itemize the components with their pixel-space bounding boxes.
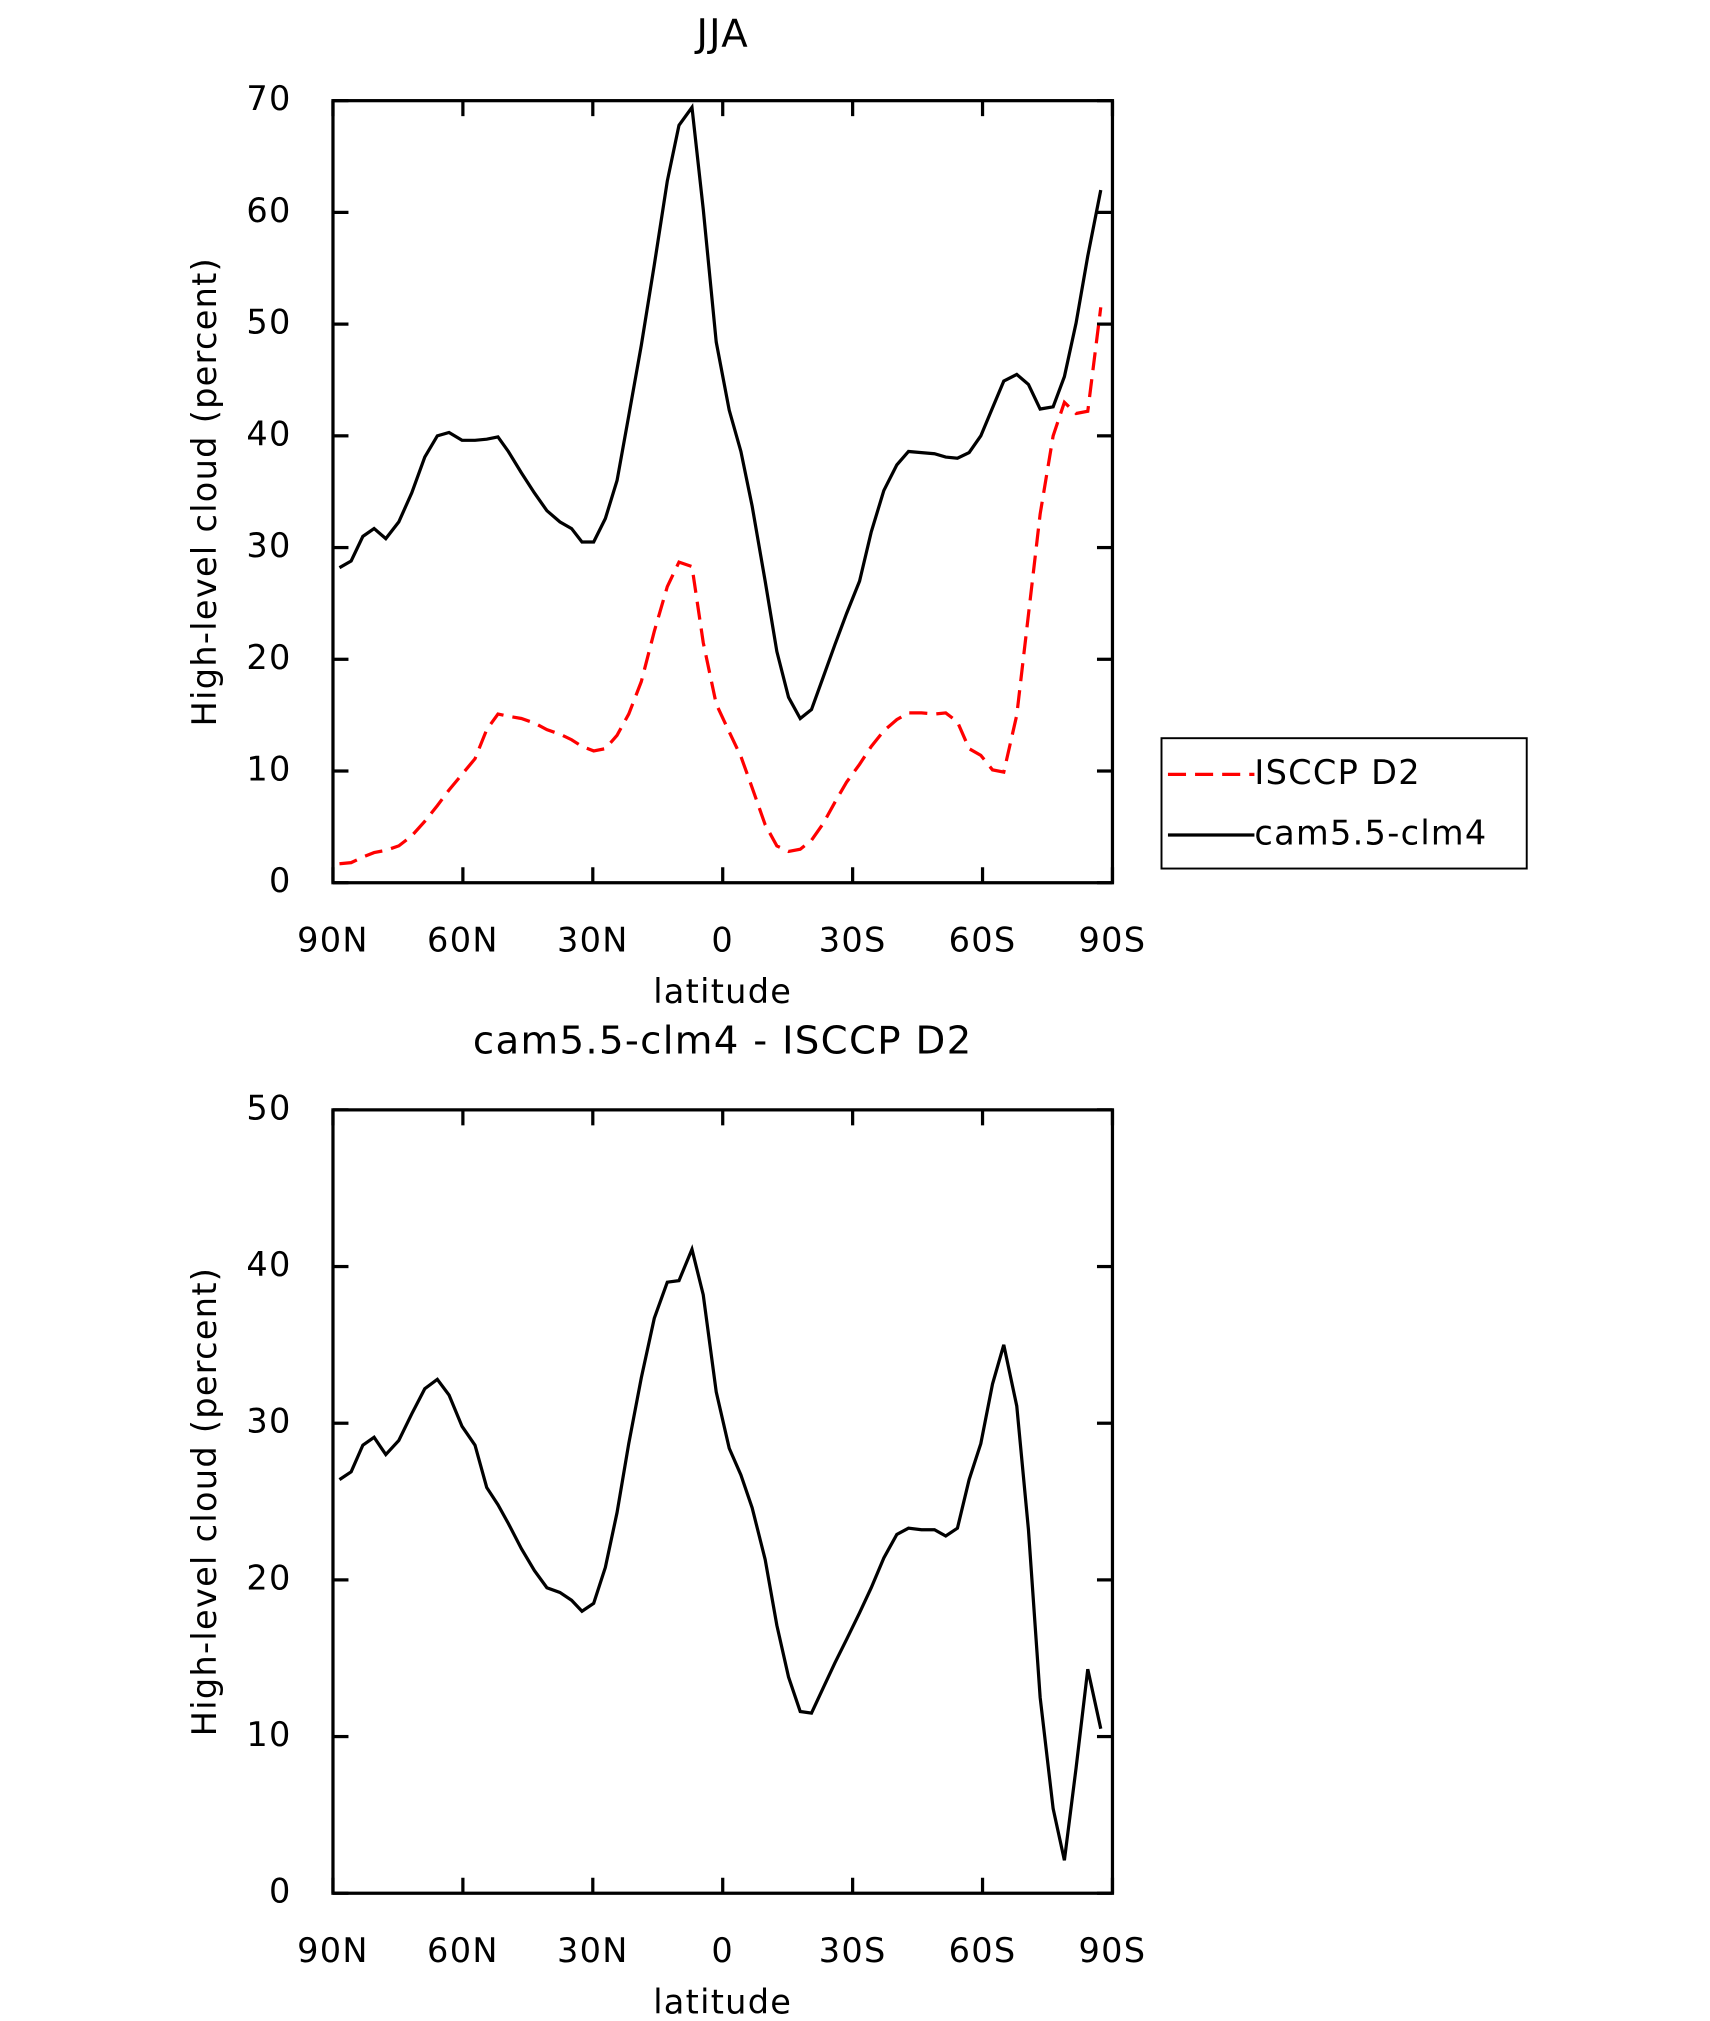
x-tick-label: 30S [819,1931,887,1970]
legend-label: ISCCP D2 [1254,753,1420,792]
x-tick-label: 0 [711,921,734,960]
x-axis-label: latitude [653,1983,792,2021]
chart-title: cam5.5-clm4 - ISCCP D2 [473,1018,973,1063]
x-tick-label: 90S [1079,1931,1147,1970]
x-tick-label: 60N [427,921,499,960]
y-tick-label: 20 [246,1558,291,1597]
x-tick-label: 60S [949,1931,1017,1970]
y-tick-label: 40 [246,1245,291,1284]
x-tick-label: 30N [557,1931,629,1970]
x-tick-label: 60N [427,1931,499,1970]
y-axis-label: High-level cloud (percent) [185,257,224,726]
x-tick-label: 90S [1079,921,1147,960]
y-tick-label: 70 [246,79,291,118]
y-tick-label: 50 [246,303,291,342]
series-line [338,103,1103,721]
y-tick-label: 50 [246,1088,291,1127]
y-tick-label: 30 [246,1402,291,1441]
x-tick-label: 0 [711,1931,734,1970]
x-axis-label: latitude [653,972,792,1011]
y-axis-label: High-level cloud (percent) [185,1267,224,1736]
x-tick-label: 90N [297,1931,369,1970]
y-tick-label: 0 [269,861,292,900]
y-tick-label: 10 [246,750,291,789]
series-line [339,307,1103,866]
x-tick-label: 30S [819,921,887,960]
legend-box [1160,737,1528,870]
y-tick-label: 10 [246,1715,291,1754]
chart-title: JJA [694,12,749,57]
y-tick-label: 20 [246,638,291,677]
y-tick-label: 60 [246,191,291,230]
x-tick-label: 30N [557,921,629,960]
plot-frame [331,99,1115,885]
series-line [338,1244,1103,1861]
y-tick-label: 0 [269,1872,292,1911]
y-tick-label: 40 [246,414,291,453]
x-tick-label: 60S [949,921,1017,960]
y-tick-label: 30 [246,526,291,565]
x-tick-label: 90N [297,921,369,960]
legend-label: cam5.5-clm4 [1254,813,1487,852]
plot-frame [331,1108,1115,1895]
